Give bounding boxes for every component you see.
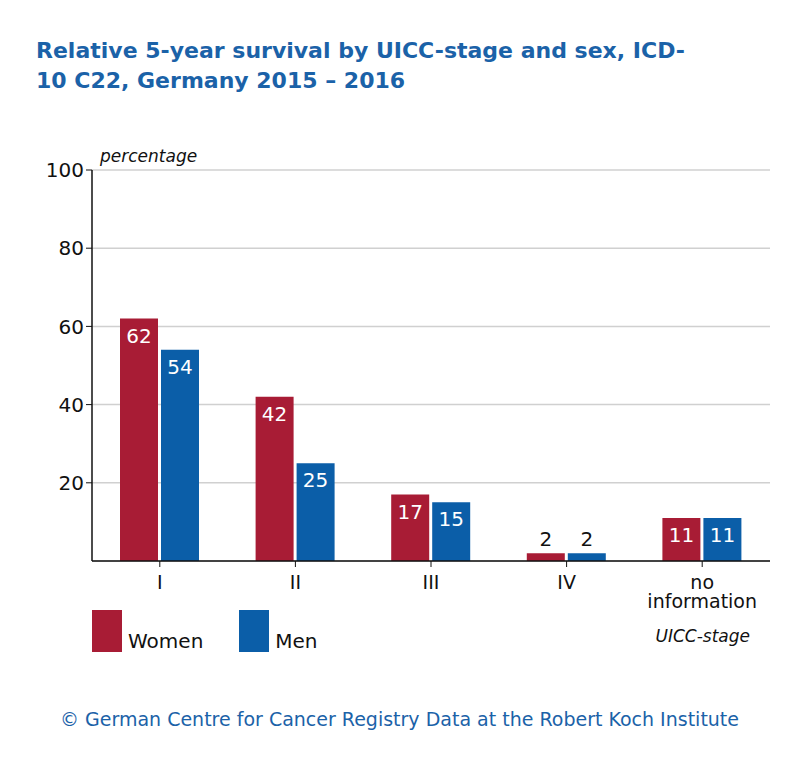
svg-text:62: 62 (126, 324, 151, 348)
html-text:Relative 5-year survival by UI: Relative 5-year survival by UICC-stage a… (36, 38, 685, 93)
html-text:Men: Men (275, 629, 318, 653)
svg-text:IV: IV (557, 571, 576, 593)
svg-text:20: 20 (59, 471, 84, 495)
svg-text:no: no (690, 571, 714, 593)
svg-text:15: 15 (438, 507, 463, 531)
svg-text:100: 100 (46, 158, 84, 182)
html-text:UICC-stage: UICC-stage (655, 626, 750, 646)
svg-text:2: 2 (580, 527, 593, 551)
svg-text:42: 42 (262, 402, 287, 426)
svg-text:25: 25 (303, 468, 328, 492)
svg-text:2: 2 (539, 527, 552, 551)
svg-text:80: 80 (59, 236, 84, 260)
html-text:percentage: percentage (100, 146, 198, 166)
svg-text:I: I (157, 571, 163, 593)
html-text:Women: Women (128, 629, 204, 653)
svg-text:11: 11 (669, 523, 694, 547)
svg-text:III: III (423, 571, 440, 593)
svg-text:60: 60 (59, 315, 84, 339)
svg-text:11: 11 (710, 523, 735, 547)
svg-text:40: 40 (59, 393, 84, 417)
svg-text:II: II (290, 571, 301, 593)
svg-text:17: 17 (397, 500, 422, 524)
svg-text:information: information (647, 590, 757, 611)
html-text:© German Centre for Cancer Reg: © German Centre for Cancer Registry Data… (60, 708, 739, 730)
svg-text:54: 54 (167, 355, 192, 379)
